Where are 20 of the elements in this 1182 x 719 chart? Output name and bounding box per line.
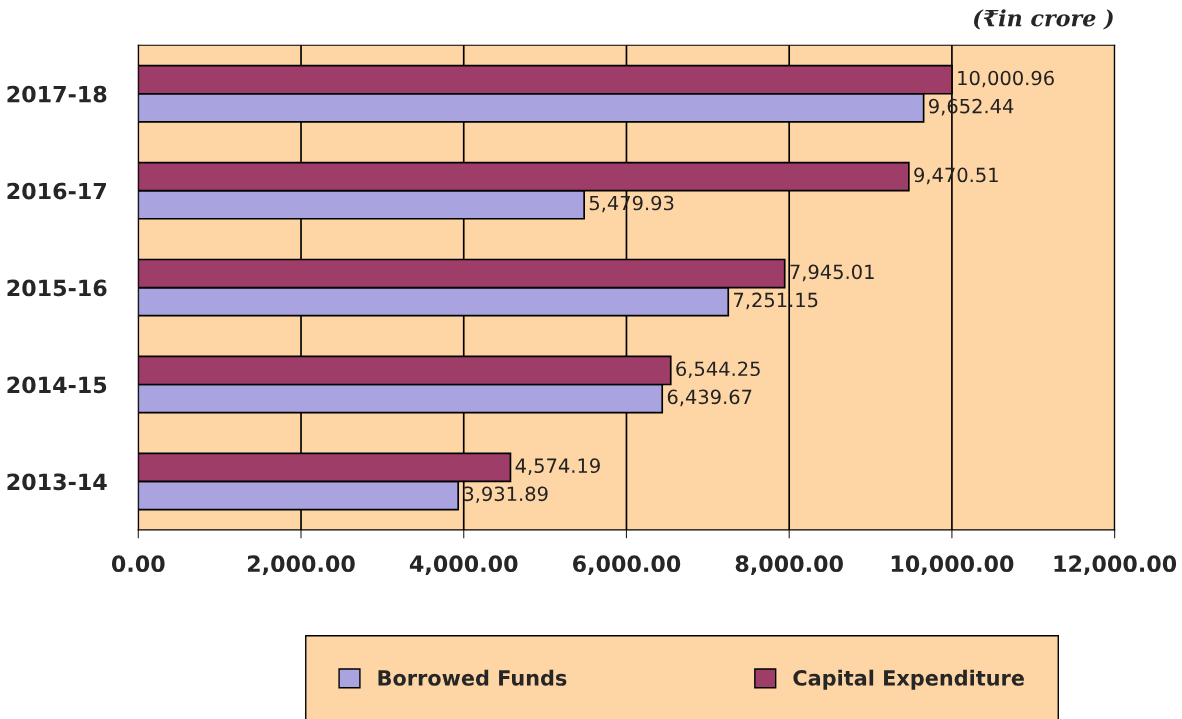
y-tick-label: 2013-14 bbox=[7, 473, 107, 491]
x-tick-label: 12,000.00 bbox=[1054, 555, 1177, 575]
x-tick-label: 2,000.00 bbox=[247, 555, 355, 575]
data-label: 10,000.96 bbox=[958, 70, 1054, 88]
y-tick-label: 2016-17 bbox=[7, 182, 106, 200]
x-tick-label: 8,000.00 bbox=[735, 555, 843, 575]
x-tick-label: 10,000.00 bbox=[891, 555, 1014, 575]
x-tick-label: 4,000.00 bbox=[409, 555, 518, 575]
legend-label: Capital Expenditure bbox=[793, 669, 1024, 690]
text: (₹in crore ) bbox=[973, 9, 1113, 30]
data-label: 7,945.01 bbox=[790, 264, 874, 282]
data-label: 4,574.19 bbox=[515, 458, 600, 476]
data-label: 6,544.25 bbox=[676, 361, 760, 379]
y-tick-label: 2015-16 bbox=[7, 279, 107, 297]
data-label: 6,439.67 bbox=[667, 389, 752, 407]
y-tick-label: 2014-15 bbox=[7, 376, 107, 394]
x-tick-label: 6,000.00 bbox=[573, 555, 681, 575]
legend-label: Borrowed Funds bbox=[378, 669, 567, 686]
x-tick-label: 0.00 bbox=[111, 555, 165, 573]
y-tick-label: 2017-18 bbox=[7, 85, 107, 103]
